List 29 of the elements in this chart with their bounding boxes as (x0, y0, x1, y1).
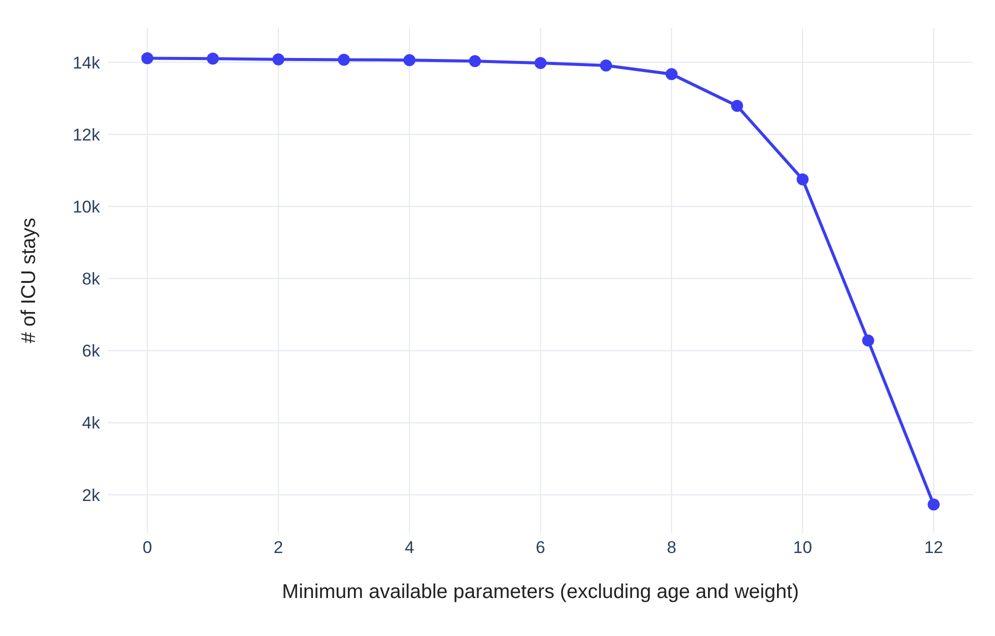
y-tick-label: 6k (82, 342, 100, 361)
point (141, 52, 154, 64)
point (403, 54, 416, 66)
point (468, 55, 481, 68)
x-tick-label: 2 (274, 538, 284, 558)
y-tick-label: 10k (72, 197, 100, 216)
x-tick-label: 6 (536, 538, 546, 558)
point (731, 100, 744, 112)
x-tick-label: 10 (793, 538, 812, 558)
x-tick-label: 12 (924, 538, 944, 558)
y-tick-label: 2k (82, 486, 100, 505)
point (796, 173, 809, 186)
x-tick-label: 8 (666, 538, 676, 558)
point (534, 56, 546, 69)
y-axis-title: # of ICU stays (18, 218, 40, 344)
point (928, 498, 940, 511)
point (338, 54, 350, 66)
x-tick-label: 0 (142, 538, 152, 558)
y-tick-label: 12k (72, 125, 100, 144)
x-axis-title: Minimum available parameters (excluding age and weight) (282, 581, 799, 603)
point (600, 59, 612, 72)
y-tick-label: 4k (82, 414, 100, 433)
x-tick-label: 4 (404, 538, 414, 558)
point (206, 52, 219, 65)
y-tick-label: 14k (72, 53, 100, 72)
point (272, 53, 284, 66)
y-tick-label: 8k (82, 270, 100, 289)
point (862, 334, 874, 347)
point (666, 68, 678, 80)
